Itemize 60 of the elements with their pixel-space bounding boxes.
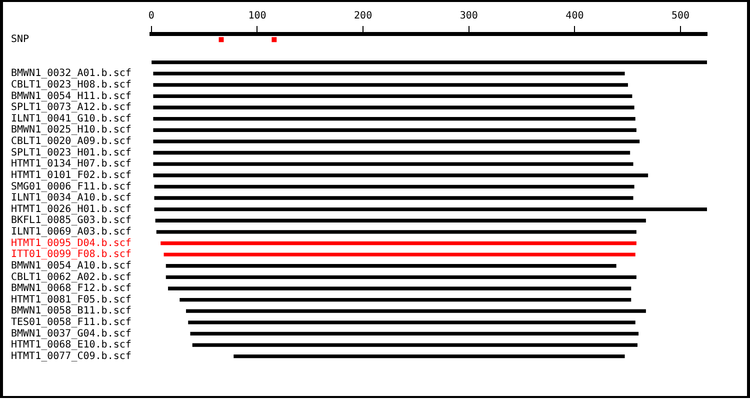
x-tick-label: 300 (460, 10, 478, 22)
bar (192, 343, 638, 347)
x-tick-label: 200 (354, 10, 372, 22)
y-tick-label: HTMT1_0095_D04.b.scf (11, 238, 132, 249)
bar (153, 106, 634, 110)
y-tick-label: BMWN1_0068_F12.b.scf (11, 283, 132, 294)
bar (160, 241, 636, 246)
y-tick-label: SMG01_0006_F11.b.scf (11, 181, 132, 192)
bar (234, 354, 625, 358)
bar (166, 264, 616, 268)
bar (156, 230, 636, 234)
bar (153, 117, 636, 121)
bar (153, 94, 632, 98)
y-tick-label: BMWN1_0058_B11.b.scf (11, 306, 132, 317)
y-tick-label: CBLT1_0062_A02.b.scf (11, 272, 132, 283)
bar (155, 218, 646, 222)
x-tick-label: 100 (248, 10, 266, 22)
bar (154, 196, 634, 200)
y-tick-label: HTMT1_0081_F05.b.scf (11, 294, 132, 306)
y-tick-label: CBLT1_0020_A09.b.scf (11, 136, 132, 148)
y-tick-label: ILNT1_0041_G10.b.scf (11, 113, 132, 124)
y-tick-label: SNP (11, 34, 30, 46)
bar (153, 128, 636, 132)
bar (152, 60, 707, 64)
y-tick-label: CBLT1_0023_H08.b.scf (11, 79, 132, 90)
y-tick-label: HTMT1_0134_H07.b.scf (11, 158, 132, 170)
bar (186, 309, 646, 313)
bar (168, 286, 632, 290)
y-tick-label: BMWN1_0032_A01.b.scf (11, 68, 132, 80)
y-tick-label: BMWN1_0025_H10.b.scf (11, 124, 132, 136)
x-tick-label: 400 (566, 10, 584, 22)
bar (153, 140, 640, 144)
y-tick-label: HTMT1_0077_C09.b.scf (11, 350, 132, 362)
y-tick-label: TES01_0058_F11.b.scf (11, 317, 132, 328)
y-tick-label: BMWN1_0037_G04.b.scf (11, 328, 132, 340)
y-tick-label: HTMT1_0026_H01.b.scf (11, 204, 132, 215)
y-tick-label: BMWN1_0054_A10.b.scf (11, 260, 132, 272)
bar (188, 320, 636, 324)
y-tick-label: SPLT1_0023_H01.b.scf (11, 147, 132, 158)
bar (153, 162, 634, 166)
bar (153, 83, 628, 87)
bar (153, 150, 630, 155)
bar (164, 252, 636, 256)
bar (153, 174, 648, 178)
bar (180, 298, 632, 302)
y-tick-label: HTMT1_0068_E10.b.scf (11, 340, 132, 351)
y-tick-label: HTMT1_0101_F02.b.scf (11, 170, 132, 181)
y-tick-label: ITT01_0099_F08.b.scf (11, 249, 132, 260)
bar (190, 332, 639, 336)
x-tick-label: 0 (148, 10, 154, 22)
y-tick-label: ILNT1_0069_A03.b.scf (11, 226, 132, 238)
x-tick-label: 500 (672, 10, 690, 22)
bar (166, 275, 636, 280)
y-tick-label: SPLT1_0073_A12.b.scf (11, 102, 132, 114)
bar (153, 72, 625, 76)
bar (154, 184, 634, 189)
y-tick-label: BMWN1_0054_H11.b.scf (11, 90, 132, 102)
y-tick-label: ILNT1_0034_A10.b.scf (11, 192, 132, 204)
bar (154, 207, 707, 212)
y-tick-label: BKFL1_0085_G03.b.scf (11, 215, 132, 226)
